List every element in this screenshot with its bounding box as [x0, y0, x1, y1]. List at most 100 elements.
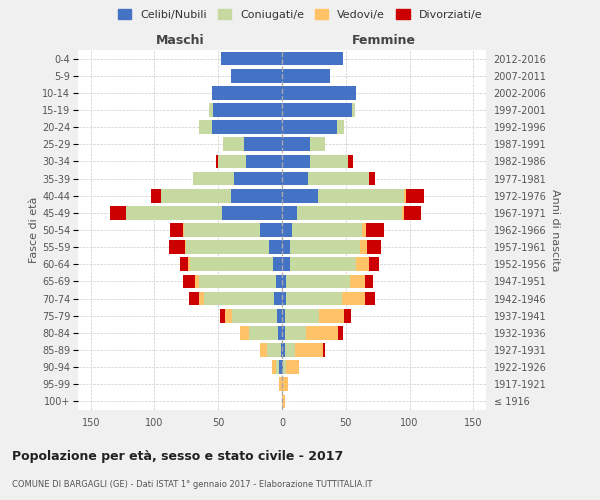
- Bar: [402, 206, 404, 220]
- Bar: [344, 309, 351, 322]
- Bar: [362, 223, 366, 237]
- Bar: [260, 343, 267, 357]
- Bar: [282, 172, 308, 185]
- Bar: [274, 292, 282, 306]
- Bar: [352, 103, 355, 117]
- Bar: [277, 309, 282, 322]
- Bar: [282, 206, 298, 220]
- Bar: [273, 258, 282, 271]
- Bar: [282, 274, 286, 288]
- Bar: [223, 138, 244, 151]
- Bar: [282, 120, 337, 134]
- Bar: [282, 52, 343, 66]
- Bar: [218, 154, 247, 168]
- Bar: [365, 292, 375, 306]
- Bar: [286, 360, 299, 374]
- Bar: [222, 206, 282, 220]
- Bar: [284, 326, 306, 340]
- Bar: [292, 223, 362, 237]
- Bar: [267, 343, 281, 357]
- Bar: [275, 274, 282, 288]
- Bar: [286, 292, 342, 306]
- Bar: [151, 189, 161, 202]
- Bar: [169, 240, 185, 254]
- Text: Maschi: Maschi: [155, 34, 205, 46]
- Bar: [189, 292, 199, 306]
- Bar: [342, 292, 365, 306]
- Bar: [356, 258, 369, 271]
- Text: Popolazione per età, sesso e stato civile - 2017: Popolazione per età, sesso e stato civil…: [12, 450, 343, 463]
- Bar: [406, 189, 424, 202]
- Bar: [290, 240, 360, 254]
- Bar: [282, 69, 331, 82]
- Bar: [231, 69, 282, 82]
- Bar: [308, 172, 369, 185]
- Bar: [244, 138, 282, 151]
- Bar: [249, 326, 278, 340]
- Bar: [212, 120, 282, 134]
- Bar: [369, 172, 375, 185]
- Bar: [282, 240, 290, 254]
- Bar: [365, 274, 373, 288]
- Bar: [247, 154, 282, 168]
- Bar: [180, 258, 188, 271]
- Bar: [199, 292, 204, 306]
- Bar: [199, 274, 275, 288]
- Bar: [212, 86, 282, 100]
- Bar: [216, 154, 218, 168]
- Bar: [110, 206, 127, 220]
- Bar: [233, 172, 282, 185]
- Bar: [282, 223, 292, 237]
- Bar: [185, 240, 187, 254]
- Bar: [232, 309, 277, 322]
- Bar: [290, 258, 356, 271]
- Bar: [221, 52, 282, 66]
- Bar: [193, 172, 233, 185]
- Bar: [337, 120, 344, 134]
- Y-axis label: Fasce di età: Fasce di età: [29, 197, 39, 263]
- Bar: [280, 360, 282, 374]
- Bar: [282, 86, 356, 100]
- Bar: [404, 189, 406, 202]
- Bar: [220, 309, 224, 322]
- Bar: [187, 240, 269, 254]
- Bar: [282, 309, 284, 322]
- Bar: [260, 223, 282, 237]
- Bar: [360, 240, 367, 254]
- Bar: [310, 154, 349, 168]
- Bar: [269, 240, 282, 254]
- Bar: [286, 274, 350, 288]
- Bar: [184, 223, 260, 237]
- Bar: [282, 343, 284, 357]
- Bar: [404, 206, 421, 220]
- Bar: [319, 309, 344, 322]
- Bar: [278, 326, 282, 340]
- Bar: [275, 360, 280, 374]
- Bar: [349, 154, 353, 168]
- Bar: [282, 154, 310, 168]
- Y-axis label: Anni di nascita: Anni di nascita: [550, 188, 560, 271]
- Bar: [127, 206, 222, 220]
- Bar: [282, 103, 352, 117]
- Bar: [282, 378, 289, 391]
- Bar: [306, 326, 338, 340]
- Bar: [282, 258, 290, 271]
- Bar: [310, 138, 325, 151]
- Bar: [282, 326, 284, 340]
- Bar: [323, 343, 325, 357]
- Bar: [295, 343, 323, 357]
- Bar: [170, 223, 182, 237]
- Bar: [190, 258, 273, 271]
- Bar: [213, 103, 282, 117]
- Bar: [366, 223, 384, 237]
- Bar: [280, 378, 282, 391]
- Bar: [282, 360, 283, 374]
- Bar: [161, 189, 231, 202]
- Bar: [282, 138, 310, 151]
- Bar: [182, 223, 184, 237]
- Bar: [350, 274, 365, 288]
- Bar: [182, 274, 196, 288]
- Bar: [284, 309, 319, 322]
- Bar: [282, 394, 284, 408]
- Bar: [282, 189, 318, 202]
